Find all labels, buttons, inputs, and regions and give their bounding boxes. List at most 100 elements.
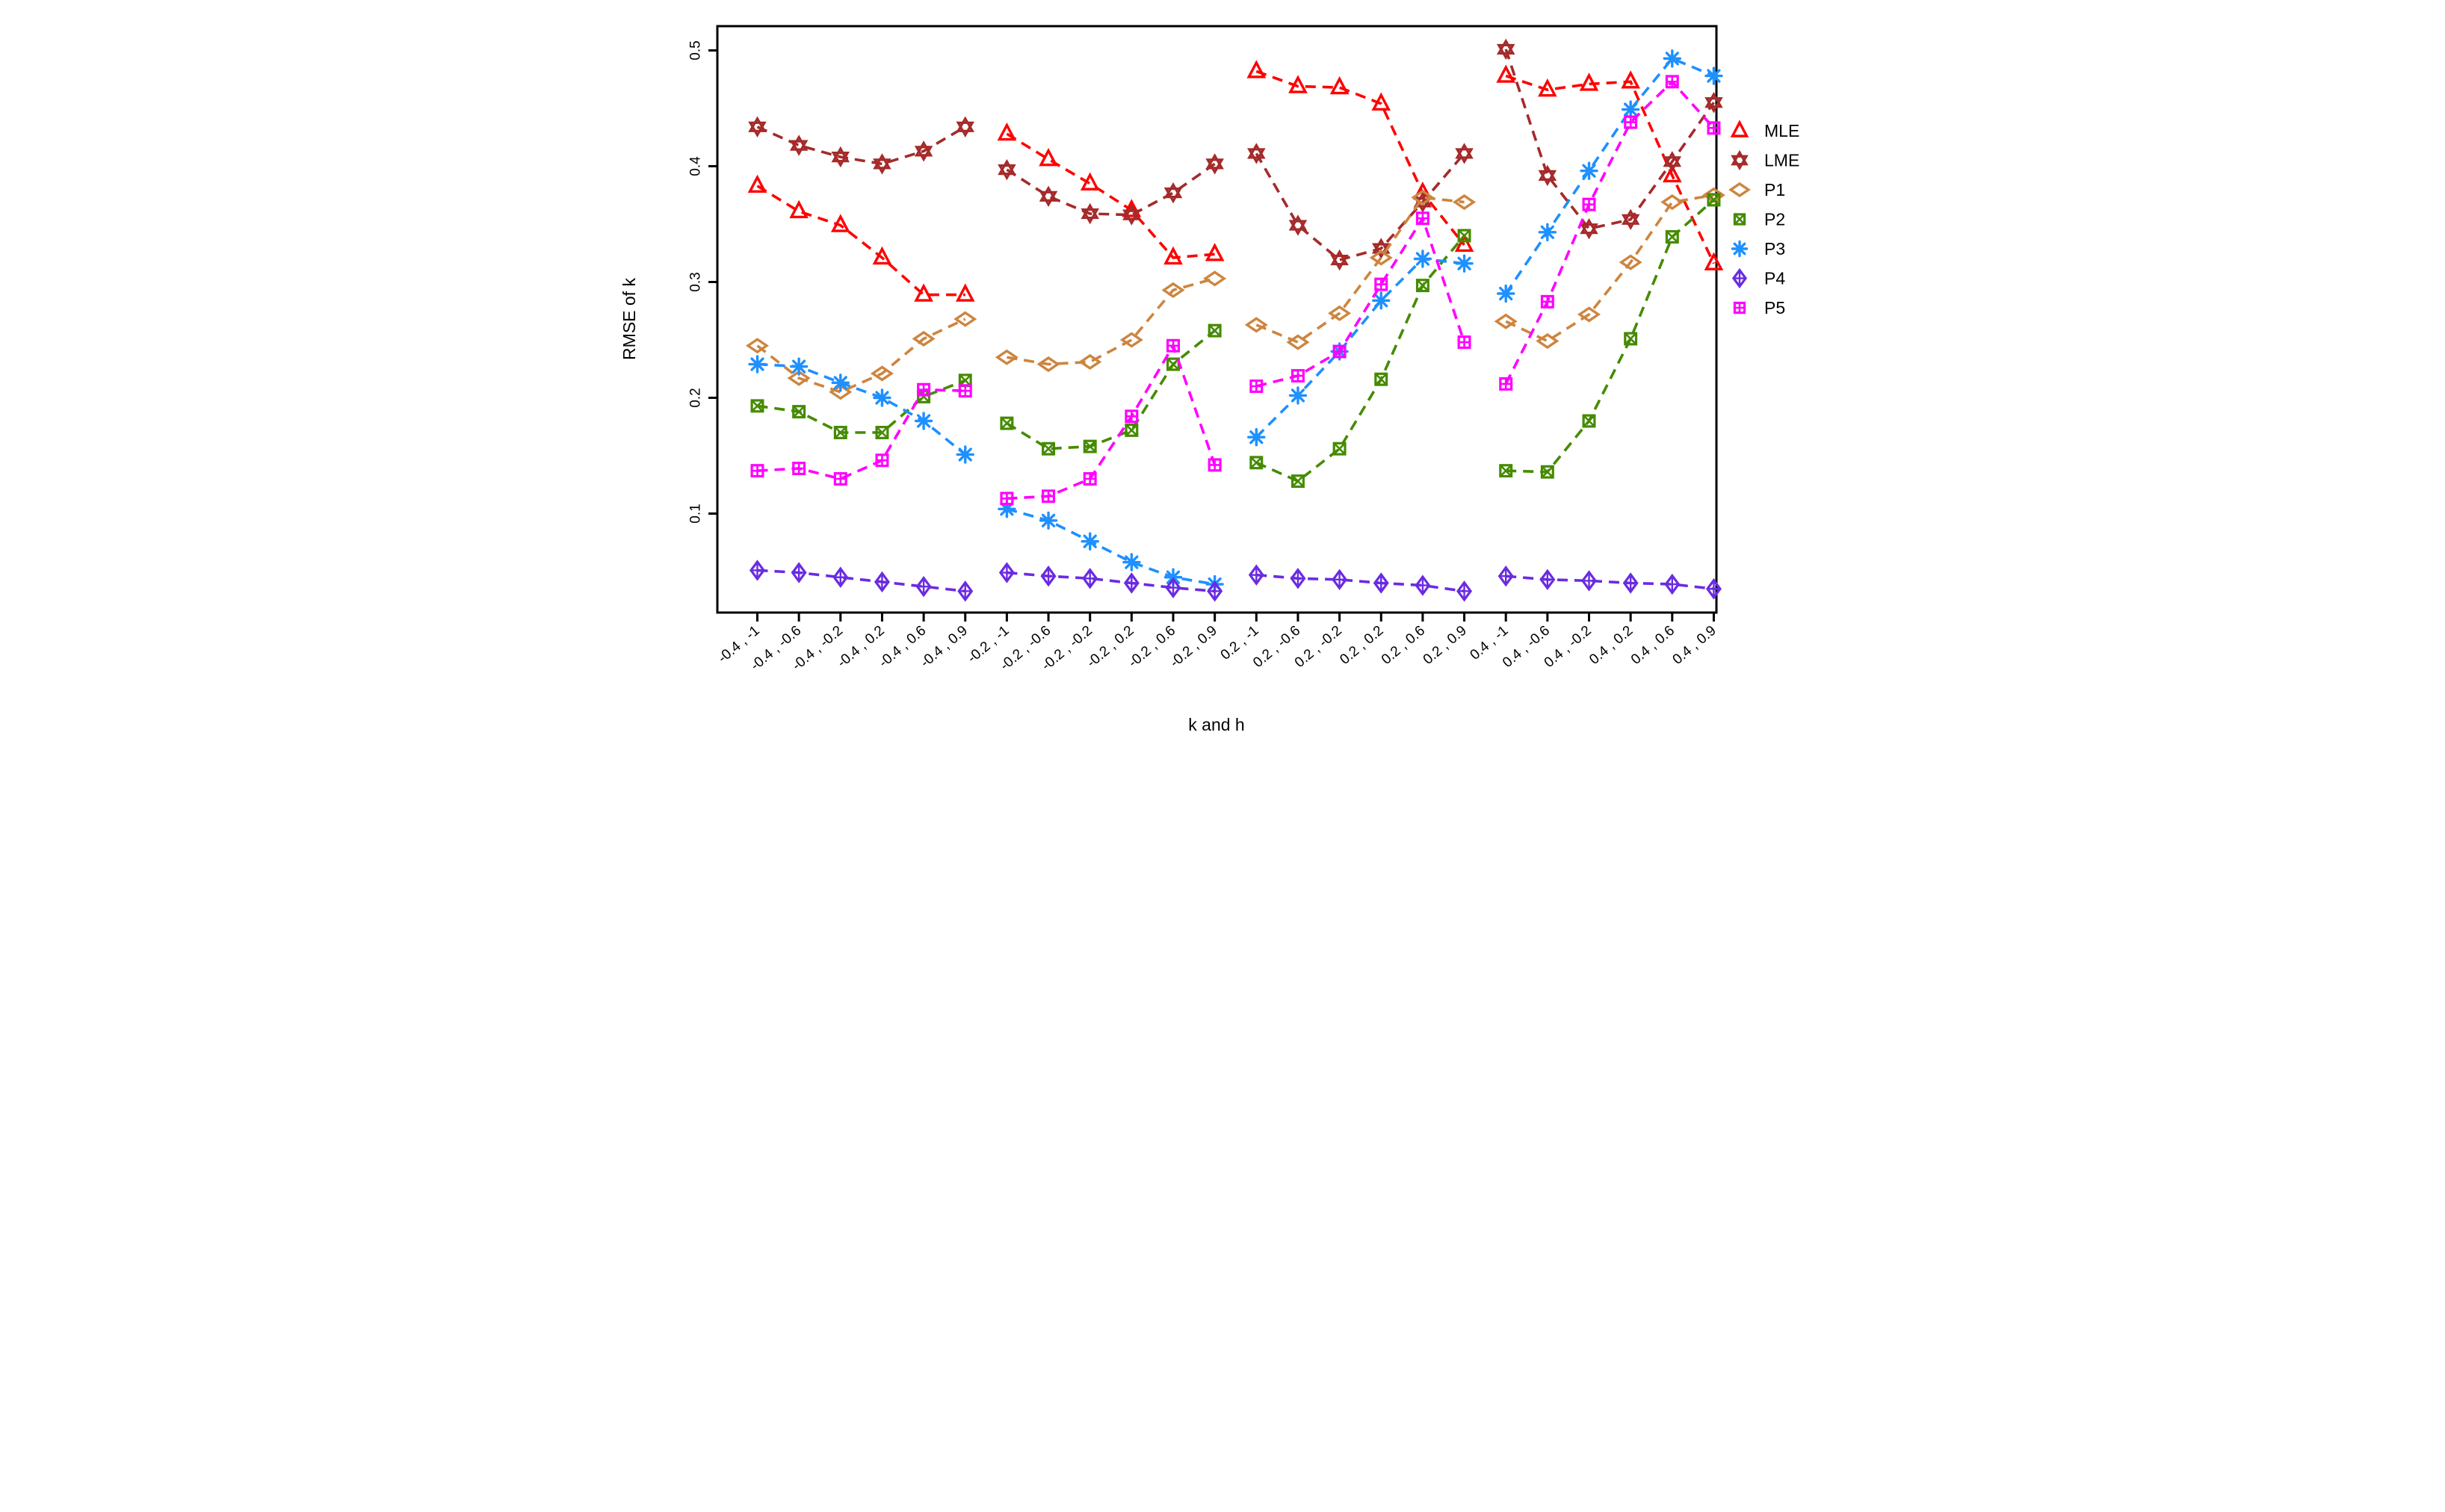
marker [793, 462, 805, 474]
marker [1538, 78, 1557, 97]
marker [1538, 164, 1557, 181]
marker [1415, 279, 1429, 293]
marker [747, 174, 767, 193]
marker [1707, 580, 1720, 598]
marker [1497, 284, 1515, 303]
marker [831, 152, 850, 168]
legend-label: P5 [1764, 298, 1785, 317]
marker [1374, 372, 1388, 386]
marker [1332, 441, 1347, 456]
series-line [756, 317, 966, 394]
marker [830, 214, 850, 232]
series-line [757, 568, 965, 593]
marker [914, 140, 933, 157]
marker [959, 385, 971, 397]
marker [1042, 442, 1055, 455]
series-line [1256, 573, 1465, 593]
x-tick-label: 0.4 , 0.2 [1586, 623, 1636, 668]
marker [1663, 49, 1681, 68]
rmse-line-chart: 0.1 0.2 0.3 0.4 0.5 -0.4 , -1-0.4 , -0.6-0.4 … [619, 25, 1799, 734]
marker [831, 146, 850, 163]
marker [1624, 332, 1637, 345]
marker [1205, 153, 1224, 170]
marker [1625, 117, 1636, 128]
series-line [1255, 196, 1465, 344]
marker [1621, 100, 1640, 119]
y-tick-label: 0.3 [688, 272, 704, 291]
marker [1208, 323, 1222, 338]
series-line [1007, 342, 1217, 501]
marker [959, 374, 972, 387]
marker [1249, 456, 1264, 470]
marker [1247, 428, 1266, 447]
marker [1496, 38, 1515, 55]
marker [1731, 155, 1749, 171]
series-P2 [750, 193, 1721, 489]
marker [792, 564, 806, 582]
marker [998, 164, 1016, 181]
marker [1039, 190, 1058, 208]
marker [1083, 439, 1097, 453]
marker [1125, 423, 1139, 437]
legend-label: P3 [1764, 239, 1785, 258]
marker [1000, 564, 1013, 582]
series-line [1255, 235, 1465, 483]
marker [1209, 459, 1221, 471]
marker [1375, 279, 1387, 290]
marker [1036, 356, 1060, 373]
marker [1499, 464, 1513, 478]
marker [1163, 182, 1183, 199]
y-tick-label: 0.4 [688, 156, 704, 176]
marker [1621, 70, 1640, 89]
marker [953, 311, 977, 327]
marker [750, 399, 764, 413]
series-line [1006, 329, 1216, 450]
marker [1707, 193, 1721, 207]
marker [1455, 143, 1474, 159]
legend: MLE LME P1 P2 P3 P4 P5 [1728, 120, 1799, 317]
marker [1122, 199, 1142, 217]
marker [1458, 582, 1471, 600]
square-x-icon [1733, 213, 1746, 226]
legend-item-P2: P2 [1733, 210, 1785, 229]
series-P3 [748, 49, 1723, 594]
marker [1663, 156, 1682, 173]
marker [1288, 214, 1308, 231]
marker [1416, 577, 1429, 595]
marker [1081, 208, 1099, 225]
series-line [1505, 193, 1714, 343]
marker [1579, 72, 1599, 91]
marker [997, 122, 1017, 141]
marker [1084, 440, 1096, 453]
marker [1292, 370, 1304, 382]
y-axis: 0.1 0.2 0.3 0.4 0.5 [688, 40, 717, 524]
x-tick-label: -0.4 , 0.9 [918, 623, 971, 671]
marker [1167, 340, 1179, 352]
marker [1161, 282, 1185, 298]
marker [872, 246, 892, 265]
legend-label: P4 [1764, 269, 1785, 288]
marker [1580, 223, 1598, 240]
marker [1500, 378, 1512, 390]
marker [955, 283, 975, 302]
marker [831, 374, 850, 392]
y-tick-label: 0.5 [688, 40, 704, 60]
series-P1 [745, 187, 1725, 400]
marker [1208, 324, 1221, 337]
marker [752, 465, 763, 477]
series-LME [748, 38, 1723, 271]
marker [1733, 270, 1746, 287]
marker [789, 357, 809, 376]
marker [1291, 474, 1305, 488]
series-line [1506, 574, 1714, 591]
series-line [1006, 132, 1215, 259]
series-line [1506, 199, 1715, 474]
marker [1290, 474, 1305, 489]
series-line [1006, 507, 1215, 586]
marker [1166, 579, 1180, 597]
marker [1621, 214, 1640, 231]
marker [1080, 172, 1100, 190]
marker [1496, 64, 1516, 83]
marker [1039, 511, 1058, 530]
marker [751, 400, 764, 412]
